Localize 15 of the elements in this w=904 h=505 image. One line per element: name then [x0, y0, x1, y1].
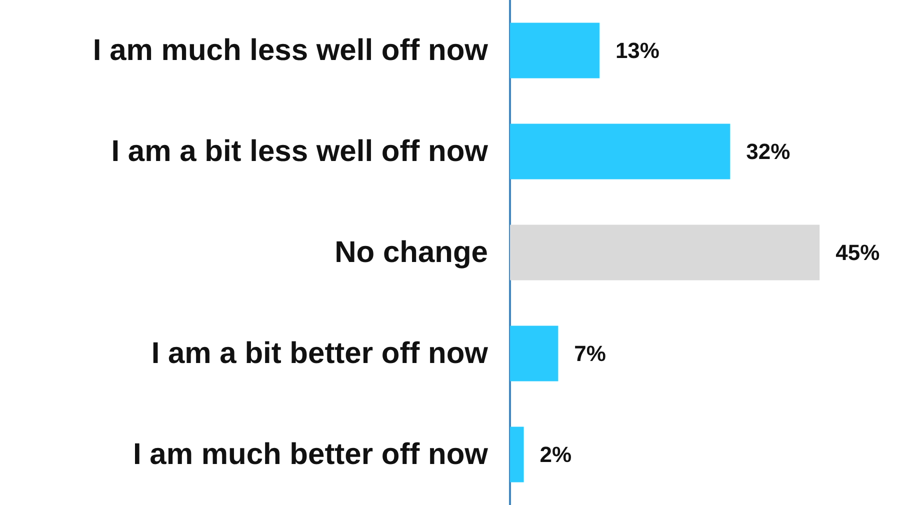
data-label: 13% [615, 38, 660, 63]
data-label: 2% [540, 442, 572, 467]
bar [510, 224, 820, 280]
bar [510, 326, 558, 382]
bar [510, 426, 524, 482]
y-tick-label: I am much less well off now [92, 34, 489, 67]
y-tick-label: I am a bit better off now [151, 337, 489, 370]
data-label: 45% [836, 240, 880, 265]
data-label: 32% [746, 139, 790, 164]
y-tick-label: I am much better off now [132, 438, 489, 471]
bar [510, 22, 600, 78]
y-tick-label: No change [334, 236, 488, 269]
bar [510, 124, 730, 180]
data-label: 7% [574, 341, 606, 366]
y-tick-label: I am a bit less well off now [111, 135, 489, 168]
